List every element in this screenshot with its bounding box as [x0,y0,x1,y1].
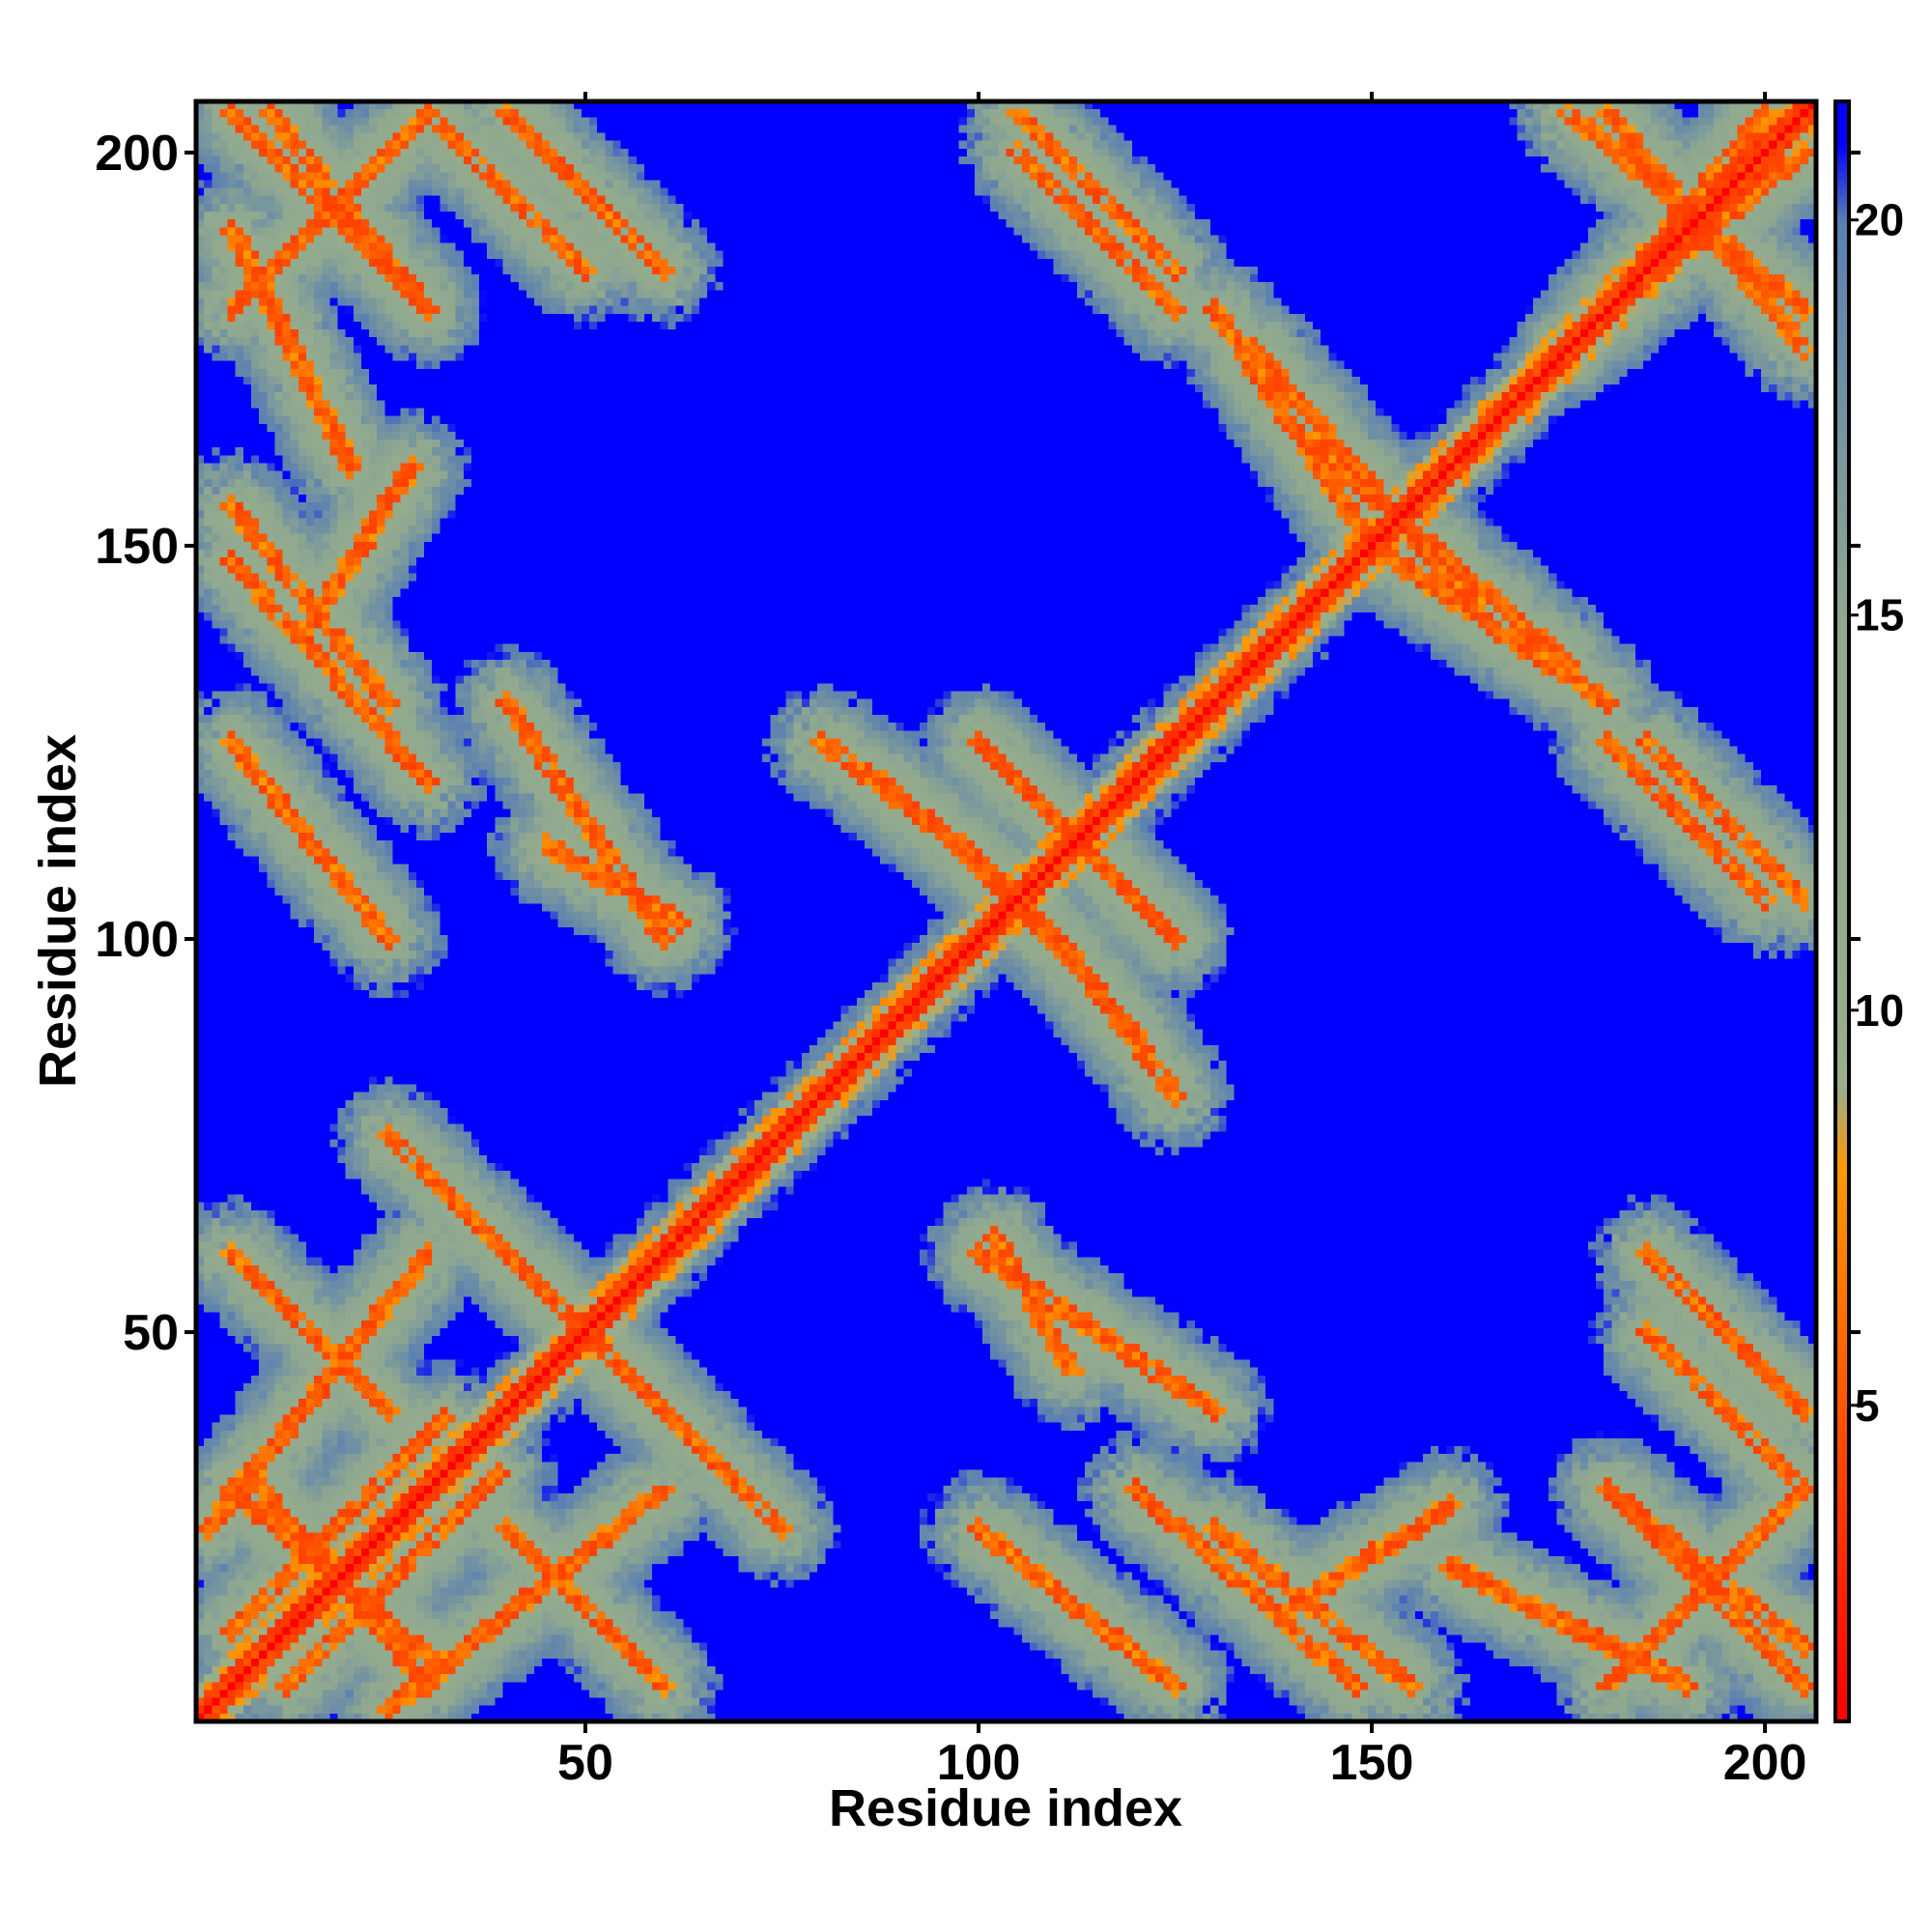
x-tick-label: 150 [1330,1735,1414,1791]
x-axis-title: Residue index [829,1779,1182,1837]
colorbar-tick-label: 20 [1855,195,1904,245]
colorbar-ticks: 5 10 15 20 [1849,195,1904,1431]
y-tick-label: 50 [123,1305,179,1361]
heatmap-plot [196,101,1816,1721]
colorbar-tick-label: 5 [1855,1380,1880,1431]
y-tick-label: 150 [95,519,179,575]
colorbar-tick-label: 10 [1855,985,1904,1036]
x-tick-label: 50 [557,1735,613,1791]
colorbar-tick-label: 15 [1855,590,1904,640]
x-tick-label: 200 [1723,1735,1807,1791]
colorbar [1835,101,1849,1721]
x-axis-ticks: 50 100 150 200 [557,92,1806,1791]
colorbar-frame [1833,99,1851,1723]
y-axis-title: Residue index [29,734,87,1088]
y-tick-label: 100 [95,912,179,968]
y-tick-label: 200 [95,126,179,182]
plot-frame [193,99,1819,1724]
x-tick-label: 100 [937,1735,1021,1791]
y-axis-ticks: 50 100 150 200 [95,126,1861,1361]
